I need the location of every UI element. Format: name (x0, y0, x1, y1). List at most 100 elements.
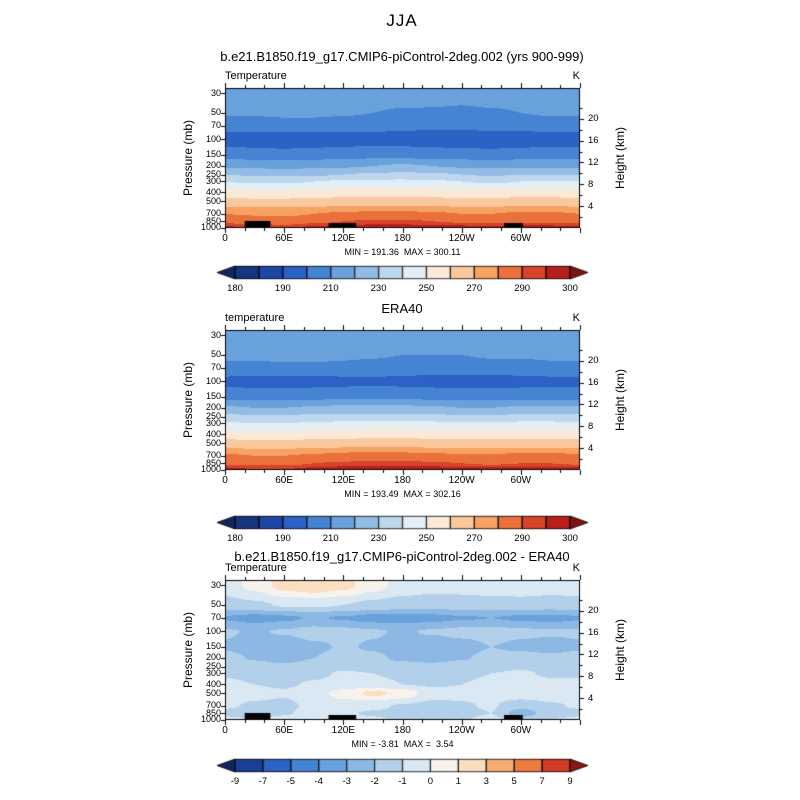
longitude-tick-label: 60E (275, 475, 294, 486)
colorbar-tick-label: 290 (514, 283, 531, 294)
colorbar-tick-label: 9 (567, 776, 573, 787)
pressure-tick-label: 700 (205, 208, 221, 219)
colorbar: 180 190 210 230 250 270 290 300 (215, 264, 590, 300)
longitude-tick-label: 120E (331, 233, 355, 244)
pressure-tick-label: 30 (210, 579, 221, 590)
colorbar-tick-label: 270 (466, 283, 483, 294)
colorbar-tick-label: 300 (562, 533, 578, 544)
pressure-tick-label: 70 (210, 120, 221, 131)
pressure-tick-label: 300 (205, 417, 221, 428)
minmax-label: MIN = -3.81 MAX = 3.54 (351, 739, 454, 749)
colorbar-tick-label: 210 (322, 533, 339, 544)
colorbar: -9 -7 -5 -4 -3 -2 -1 0 1 3 5 7 9 (215, 757, 590, 793)
units-label: K (572, 70, 580, 82)
plot-area: Temperature K Pressure (mb) Height (km) … (180, 70, 650, 268)
pressure-tick-label: 850 (205, 707, 221, 718)
colorbar-tick-label: 300 (562, 283, 578, 294)
pressure-tick-label: 200 (205, 160, 221, 171)
pressure-tick-label: 1000 (200, 714, 221, 724)
height-tick-label: 16 (588, 627, 599, 639)
colorbar-tick-label: 250 (418, 283, 435, 294)
colorbar-tick-label: 270 (466, 533, 483, 544)
pressure-tick-label: 200 (205, 652, 221, 663)
height-tick-label: 16 (588, 377, 599, 389)
units-label: K (572, 312, 580, 324)
pressure-tick-label: 400 (205, 678, 221, 689)
colorbar-tick-label: -7 (258, 776, 268, 787)
pressure-tick-label: 100 (205, 133, 221, 144)
pressure-tick-label: 150 (205, 391, 221, 402)
pressure-tick-label: 50 (210, 107, 221, 118)
height-tick-label: 4 (588, 442, 594, 454)
longitude-tick-label: 180 (394, 475, 411, 486)
longitude-tick-label: 120W (448, 233, 475, 244)
colorbar-tick-label: 5 (511, 776, 517, 787)
height-tick-label: 20 (588, 355, 599, 367)
colorbar-strip (215, 757, 590, 775)
pressure-tick-label: 700 (205, 450, 221, 461)
colorbar-tick-label: 0 (427, 776, 434, 787)
height-tick-label: 4 (588, 692, 594, 704)
pressure-tick-label: 500 (205, 687, 221, 698)
colorbar-strip (215, 514, 590, 532)
pressure-tick-label: 150 (205, 149, 221, 160)
pressure-tick-label: 200 (205, 402, 221, 413)
height-tick-label: 12 (588, 398, 599, 410)
pressure-tick-label: 300 (205, 667, 221, 678)
pressure-tick-label: 50 (210, 349, 221, 360)
colorbar-tick-label: 250 (418, 533, 435, 544)
longitude-tick-label: 180 (394, 725, 411, 736)
colorbar-tick-label: -5 (286, 776, 296, 787)
longitude-tick-label: 180 (394, 233, 411, 244)
contour-plot (215, 570, 590, 730)
colorbar-tick-label: 180 (227, 533, 243, 544)
colorbar: 180 190 210 230 250 270 290 300 (215, 514, 590, 550)
longitude-tick-label: 0 (222, 475, 228, 486)
right-axis-title: Height (km) (613, 618, 627, 682)
pressure-tick-label: 400 (205, 186, 221, 197)
pressure-tick-label: 1000 (200, 222, 221, 232)
contour-plot (215, 78, 590, 238)
pressure-tick-label: 500 (205, 195, 221, 206)
longitude-tick-label: 60E (275, 233, 294, 244)
pressure-tick-label: 300 (205, 175, 221, 186)
pressure-tick-label: 50 (210, 599, 221, 610)
height-tick-label: 16 (588, 135, 599, 147)
colorbar-tick-label: 190 (274, 283, 291, 294)
pressure-tick-label: 250 (205, 169, 221, 180)
colorbar-tick-label: 7 (539, 776, 545, 787)
height-tick-label: 4 (588, 200, 594, 212)
colorbar-tick-label: 3 (483, 776, 489, 787)
contour-plot (215, 320, 590, 480)
height-tick-label: 12 (588, 648, 599, 660)
pressure-tick-label: 700 (205, 700, 221, 711)
longitude-tick-label: 60W (510, 725, 532, 736)
colorbar-tick-label: -1 (398, 776, 407, 787)
pressure-tick-label: 30 (210, 329, 221, 340)
units-label: K (572, 562, 580, 574)
colorbar-tick-label: -9 (230, 776, 240, 787)
height-tick-label: 8 (588, 420, 594, 432)
pressure-tick-label: 150 (205, 641, 221, 652)
longitude-tick-label: 120E (331, 475, 355, 486)
plot-area: Temperature K Pressure (mb) Height (km) … (180, 562, 650, 760)
colorbar-strip (215, 264, 590, 282)
height-tick-label: 8 (588, 178, 594, 190)
main-title: JJA (386, 11, 418, 30)
panel-title: ERA40 (381, 301, 423, 316)
colorbar-tick-label: 1 (455, 776, 461, 787)
longitude-tick-label: 0 (222, 233, 228, 244)
longitude-tick-label: 120W (448, 725, 475, 736)
height-tick-label: 12 (588, 156, 599, 168)
pressure-tick-label: 30 (210, 87, 221, 98)
colorbar-tick-label: 230 (370, 283, 387, 294)
right-axis-title: Height (km) (613, 368, 627, 432)
pressure-tick-label: 70 (210, 362, 221, 373)
colorbar-tick-label: 230 (370, 533, 387, 544)
pressure-tick-label: 250 (205, 411, 221, 422)
panel-title: b.e21.B1850.f19_g17.CMIP6-piControl-2deg… (234, 549, 570, 564)
pressure-tick-label: 850 (205, 215, 221, 226)
pressure-tick-label: 250 (205, 661, 221, 672)
pressure-tick-label: 500 (205, 437, 221, 448)
longitude-tick-label: 120W (448, 475, 475, 486)
